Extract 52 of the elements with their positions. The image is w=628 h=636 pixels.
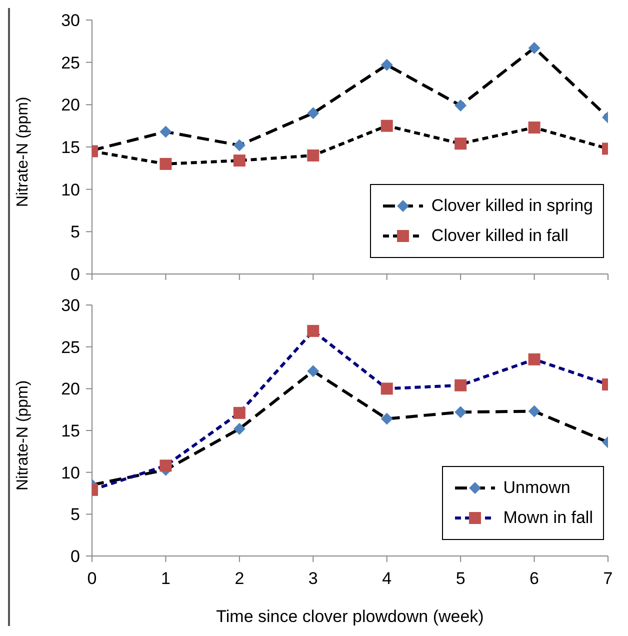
y-tick-label: 30	[61, 11, 80, 30]
point	[528, 353, 540, 366]
point	[454, 406, 467, 418]
y-tick-label: 5	[70, 222, 80, 242]
x-tick-label: 5	[456, 569, 466, 588]
legend-label: Mown in fall	[503, 508, 593, 528]
x-tick-label: 6	[530, 569, 540, 588]
point	[454, 100, 467, 112]
point	[160, 158, 172, 170]
point	[380, 58, 393, 71]
point	[307, 149, 320, 162]
x-tick-label: 4	[382, 569, 392, 588]
y-tick-label: 10	[61, 180, 80, 200]
point	[233, 406, 246, 419]
x-tick-label: 3	[308, 569, 318, 588]
point	[380, 120, 393, 132]
y-tick-label: 15	[61, 422, 80, 441]
point	[307, 365, 320, 378]
point	[528, 405, 540, 418]
x-tick-label: 0	[87, 569, 97, 588]
legend-label: Clover killed in spring	[431, 196, 593, 216]
x-tick-label: 1	[160, 569, 170, 588]
legend-label: Clover killed in fall	[431, 226, 568, 246]
y-tick-label: 30	[61, 296, 80, 316]
point	[233, 139, 246, 152]
point	[528, 122, 540, 134]
x-tick-label: 7	[603, 569, 613, 588]
y-tick-label: 20	[61, 380, 80, 399]
point	[233, 154, 246, 167]
y-tick-label: 5	[70, 505, 80, 524]
point	[307, 107, 320, 120]
y-axis-title: Nitrate-N (ppm)	[14, 380, 32, 490]
point	[454, 379, 467, 392]
y-tick-label: 15	[61, 138, 80, 158]
point	[160, 460, 172, 472]
x-axis-title: Time since clover plowdown (week)	[216, 607, 484, 626]
y-tick-label: 25	[61, 338, 80, 357]
point	[528, 42, 540, 54]
point	[454, 138, 467, 150]
y-tick-label: 10	[61, 463, 80, 482]
y-tick-label: 0	[70, 265, 80, 284]
y-tick-label: 20	[61, 96, 80, 115]
y-axis-title: Nitrate-N (ppm)	[14, 96, 32, 207]
point	[380, 412, 393, 425]
point	[380, 382, 393, 395]
y-tick-label: 0	[70, 547, 80, 566]
y-tick-label: 25	[61, 53, 80, 72]
point	[307, 324, 320, 337]
legend-label: Unmown	[503, 478, 570, 498]
point	[233, 422, 246, 435]
x-tick-label: 2	[234, 569, 244, 588]
point	[160, 126, 172, 138]
